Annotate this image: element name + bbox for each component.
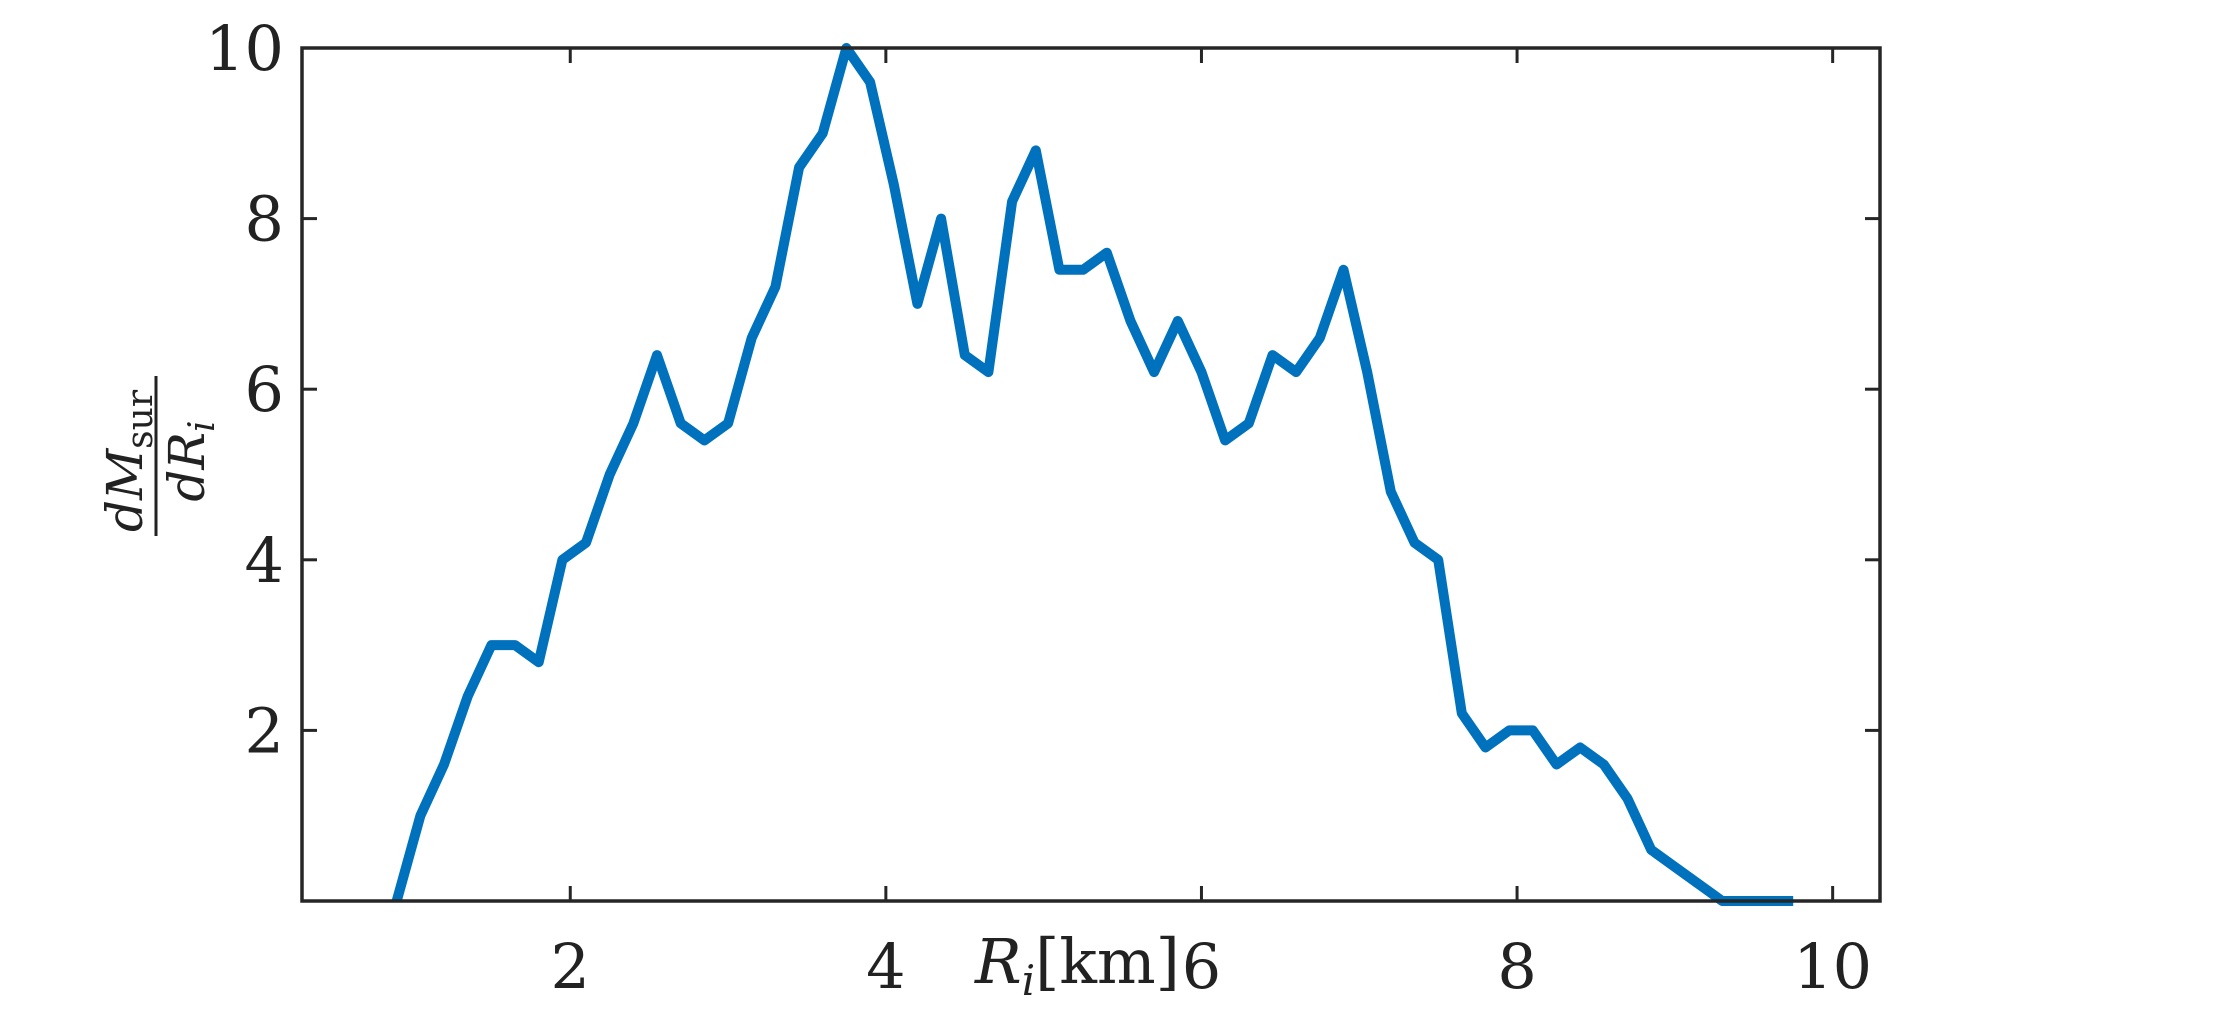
axis-ticks	[302, 46, 1880, 901]
plot-area	[302, 48, 1880, 901]
y-tick-label: 4	[245, 524, 284, 597]
x-axis-label: Ri[km]	[974, 925, 1180, 1005]
x-tick-label: 6	[1182, 930, 1221, 1003]
plot-frame	[300, 46, 1882, 903]
axis-tick-labels: 2 4 6 8 10 2 4 6 8 10	[205, 12, 1872, 1003]
y-tick-label: 8	[245, 183, 284, 256]
x-tick-label: 2	[551, 930, 590, 1003]
data-series-line	[391, 43, 1794, 906]
svg-text:dMsur: dMsur	[96, 389, 161, 532]
x-tick-label: 10	[1793, 930, 1872, 1003]
x-tick-label: 8	[1497, 930, 1536, 1003]
y-tick-label: 2	[245, 694, 284, 767]
y-axis-label: dMsur dRi	[96, 376, 223, 536]
y-tick-label: 6	[245, 353, 284, 426]
y-tick-label: 10	[205, 12, 284, 85]
svg-text:dRi: dRi	[158, 420, 223, 501]
x-tick-label: 4	[866, 930, 905, 1003]
